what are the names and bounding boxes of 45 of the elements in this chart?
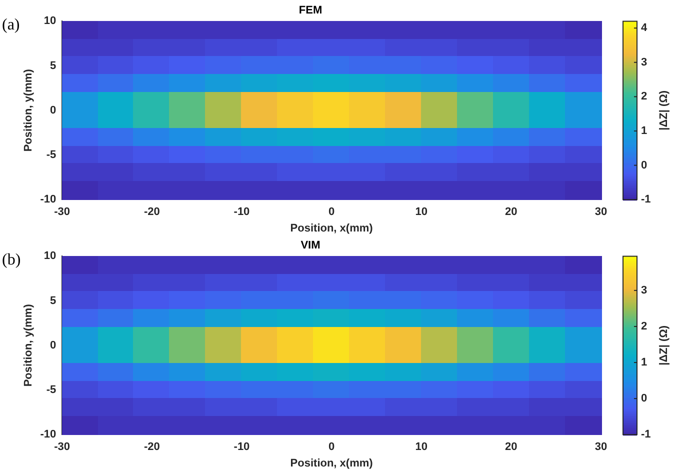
x-tick-label: -30 (54, 441, 70, 454)
y-tick-label: -10 (40, 194, 56, 206)
x-axis-title: Position, x(mm) (290, 222, 374, 234)
x-tick-label: 0 (328, 206, 335, 218)
x-tick-label: -10 (234, 206, 250, 218)
text: (b) (2, 251, 21, 268)
y-axis-title: Position, y(mm) (22, 68, 35, 152)
y-tick-label: 0 (50, 104, 56, 116)
text: (a) (2, 16, 20, 34)
y-axis-title: Position, y(mm) (22, 304, 35, 387)
x-tick-label: 20 (505, 441, 518, 454)
color-bar-label: 2 (641, 320, 648, 333)
y-tick-label: 0 (50, 339, 56, 352)
y-tick-label: 5 (50, 60, 56, 72)
chart-title: VIM (300, 240, 320, 252)
color-bar-label: -1 (641, 194, 651, 206)
x-tick-label: 20 (505, 206, 518, 218)
x-tick-label: 10 (415, 441, 428, 454)
chart-title: FEM (298, 4, 322, 17)
color-bar-label: 2 (641, 90, 648, 103)
x-tick-label: 30 (594, 441, 608, 454)
y-tick-label: 10 (44, 15, 56, 28)
color-bar-label: 1 (641, 125, 648, 138)
x-tick-label: -20 (144, 206, 160, 218)
color-bar-label: 3 (641, 56, 648, 68)
x-tick-label: 0 (328, 441, 335, 454)
x-tick-label: -20 (144, 441, 160, 454)
y-tick-label: -10 (40, 428, 56, 441)
y-tick-label: -5 (46, 384, 56, 396)
color-bar-label: -1 (641, 428, 651, 441)
x-tick-label: -10 (234, 441, 250, 454)
y-tick-label: -5 (46, 149, 56, 162)
color-bar-title: |ΔZ| (Ω) (658, 325, 670, 366)
color-bar-title: |ΔZ| (Ω) (658, 90, 670, 130)
color-bar-label: 0 (641, 159, 648, 172)
color-bar-label: 4 (641, 22, 648, 34)
x-tick-label: -30 (54, 206, 70, 218)
color-bar-label: 1 (641, 356, 648, 369)
x-axis-title: Position, x(mm) (290, 457, 374, 470)
x-tick-label: 10 (415, 206, 428, 218)
color-bar-label: 0 (641, 392, 648, 405)
color-bar-label: 3 (641, 284, 648, 296)
x-tick-label: 30 (594, 206, 608, 218)
y-tick-label: 10 (44, 250, 56, 262)
y-tick-label: 5 (50, 294, 56, 307)
